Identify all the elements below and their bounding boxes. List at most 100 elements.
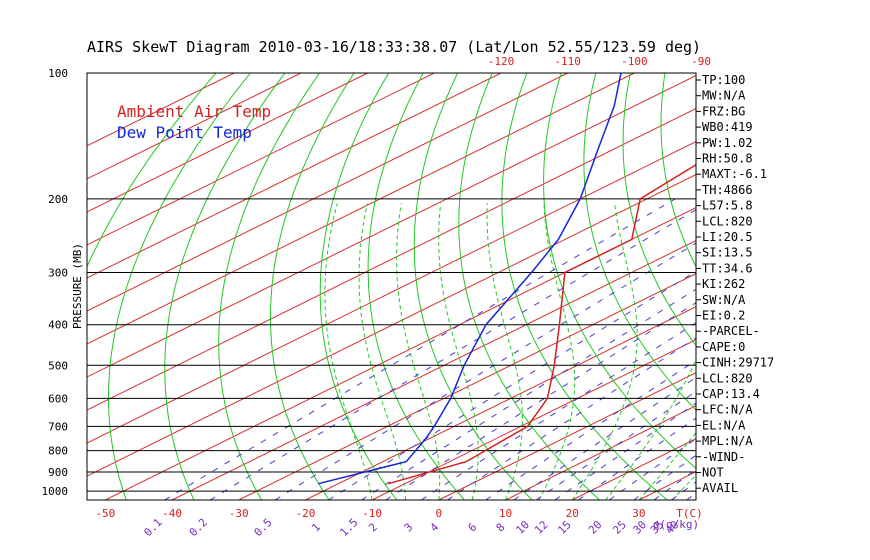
- mixing-ratio-tick-label: 12: [532, 518, 551, 537]
- stability-index: CAP:13.4: [702, 387, 760, 401]
- stability-index: AVAIL: [702, 481, 738, 495]
- mixing-ratio-line: [485, 359, 696, 500]
- pressure-tick-label: 900: [48, 466, 68, 479]
- moist-adiabat-line: [396, 203, 441, 500]
- pressure-tick-label: 200: [48, 193, 68, 206]
- isotherm-line: [87, 73, 435, 246]
- mixing-ratio-tick-label: 1.5: [337, 516, 360, 539]
- stability-index: KI:262: [702, 277, 745, 291]
- mixing-ratio-tick-label: 20: [586, 518, 605, 537]
- mixing-ratio-tick-label: 4: [428, 520, 442, 534]
- stability-index: LI:20.5: [702, 230, 753, 244]
- bottom-temperature-tick-label: 20: [566, 507, 579, 520]
- stability-index: TH:4866: [702, 183, 753, 197]
- stability-index: EL:N/A: [702, 418, 746, 432]
- mixing-ratio-unit-label: q(g/kg): [653, 518, 699, 531]
- legend-entry: Dew Point Temp: [117, 123, 252, 142]
- stability-index: L57:5.8: [702, 199, 753, 213]
- pressure-tick-label: 600: [48, 392, 68, 405]
- bottom-temperature-tick-label: -20: [295, 507, 315, 520]
- isotherm-line: [87, 107, 696, 411]
- isotherm-line: [505, 405, 696, 500]
- mixing-ratio-tick-label: 8: [494, 521, 508, 535]
- stability-index: LFC:N/A: [702, 403, 753, 417]
- y-axis-label: PRESSURE (MB): [71, 243, 84, 329]
- isotherm-line: [87, 73, 368, 213]
- mixing-ratio-line: [361, 288, 696, 500]
- mixing-ratio-line: [554, 402, 696, 500]
- mixing-ratio-line: [608, 438, 696, 500]
- dry-adiabat-line: [583, 73, 696, 411]
- isotherm-line: [87, 73, 635, 345]
- dry-adiabat-line: [107, 73, 251, 500]
- dry-adiabat-line: [622, 73, 696, 347]
- dry-adiabat-line: [660, 73, 696, 268]
- stability-index: CAPE:0: [702, 340, 745, 354]
- mixing-ratio-tick-label: 15: [555, 518, 574, 537]
- stability-index: SW:N/A: [702, 293, 746, 307]
- isotherm-line: [87, 140, 696, 444]
- moist-adiabat-line: [438, 203, 479, 500]
- stability-index: CINH:29717: [702, 356, 774, 370]
- mixing-ratio-tick-label: 3: [402, 521, 416, 535]
- mixing-ratio-line: [578, 417, 696, 500]
- stability-index: LCL:820: [702, 214, 753, 228]
- isotherm-line: [87, 73, 568, 312]
- stability-index: RH:50.8: [702, 152, 753, 166]
- dry-adiabat-line: [87, 73, 217, 268]
- dry-adiabat-line: [501, 73, 668, 500]
- temperature-unit-label: T(C): [676, 507, 703, 520]
- stability-index: TT:34.6: [702, 261, 753, 275]
- bottom-temperature-tick-label: -30: [229, 507, 249, 520]
- mixing-ratio-line: [633, 454, 696, 500]
- mixing-ratio-line: [536, 390, 696, 500]
- bottom-temperature-tick-label: -10: [362, 507, 382, 520]
- stability-index: SI:13.5: [702, 246, 753, 260]
- dry-adiabat-line: [413, 73, 533, 500]
- bottom-temperature-tick-label: -40: [162, 507, 182, 520]
- dry-adiabat-line: [367, 73, 465, 500]
- pressure-tick-label: 400: [48, 319, 68, 332]
- stability-index: LCL:820: [702, 371, 753, 385]
- mixing-ratio-line: [421, 322, 696, 500]
- mixing-ratio-line: [447, 337, 696, 500]
- moist-adiabat-line: [605, 358, 696, 500]
- pressure-tick-label: 300: [48, 267, 68, 280]
- bottom-temperature-tick-label: 0: [436, 507, 443, 520]
- stability-index: WB0:419: [702, 120, 753, 134]
- bottom-temperature-tick-label: 10: [499, 507, 512, 520]
- chart-title: AIRS SkewT Diagram 2010-03-16/18:33:38.0…: [87, 38, 701, 56]
- profile-layer: [318, 73, 696, 485]
- legend: Ambient Air Temp Dew Point Temp: [117, 102, 271, 142]
- isotherm-line: [171, 240, 696, 500]
- dry-adiabat-line: [218, 73, 320, 500]
- mixing-ratio-tick-label: 0.2: [187, 516, 210, 539]
- isotherm-line: [438, 372, 696, 500]
- isotherm-line: [105, 207, 696, 500]
- top-temperature-tick-label: -120: [488, 55, 515, 68]
- dry-adiabat-line: [838, 73, 870, 500]
- isotherm-line: [238, 273, 696, 500]
- dry-adiabat-line: [803, 73, 870, 500]
- legend-entry: Ambient Air Temp: [117, 102, 271, 121]
- mixing-ratio-line: [385, 302, 696, 500]
- pressure-tick-label: 1000: [42, 485, 69, 498]
- isotherm-line: [371, 339, 696, 500]
- stability-index: MW:N/A: [702, 89, 746, 103]
- pressure-tick-label: 500: [48, 359, 68, 372]
- stability-index: MAXT:-6.1: [702, 167, 767, 181]
- stability-index: TP:100: [702, 73, 745, 87]
- mixing-ratio-line: [209, 209, 696, 500]
- dry-adiabat-line: [458, 73, 601, 500]
- dry-adiabat-line: [269, 73, 355, 500]
- dry-adiabat-line: [164, 73, 286, 500]
- moist-adiabat-line: [486, 203, 523, 500]
- stability-index: -PARCEL-: [702, 324, 760, 338]
- mixing-ratio-tick-label: 30: [631, 518, 650, 537]
- isotherm-line: [87, 73, 502, 279]
- bottom-temperature-tick-label: 30: [632, 507, 645, 520]
- mixing-ratio-tick-label: 0.5: [251, 516, 274, 539]
- stability-index: EI:0.2: [702, 309, 745, 323]
